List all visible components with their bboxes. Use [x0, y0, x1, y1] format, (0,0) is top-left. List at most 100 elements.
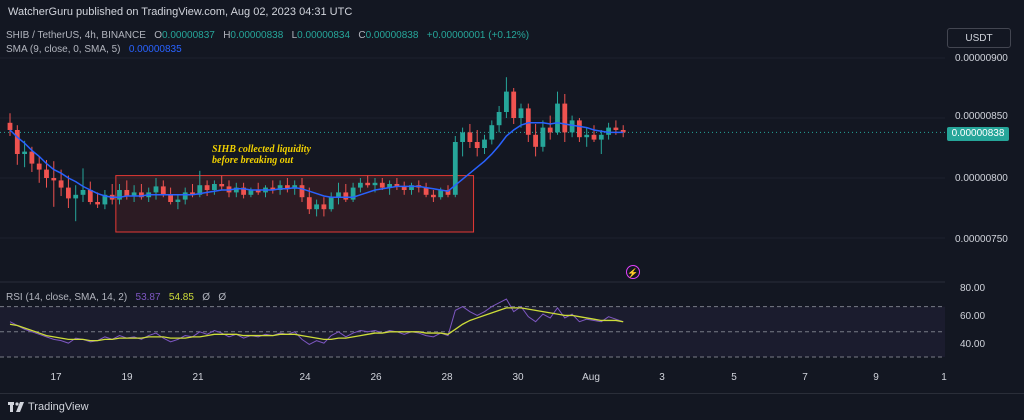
candle-body: [336, 192, 341, 198]
candle-body: [525, 108, 531, 135]
candle-body: [117, 190, 122, 200]
candle-body: [241, 187, 246, 195]
candle-body: [44, 169, 49, 178]
candle-body: [555, 103, 560, 133]
candle-body: [190, 192, 195, 195]
candle-body: [212, 184, 217, 190]
price-axis-label: 0.00000900: [955, 53, 1008, 64]
candle-body: [379, 182, 385, 188]
rsi-legend[interactable]: RSI (14, close, SMA, 14, 2) 53.87 54.85 …: [6, 291, 226, 305]
candle-body: [423, 187, 429, 195]
candle-body: [182, 192, 188, 200]
open-value: 0.00000837: [162, 30, 215, 41]
candle-body: [482, 139, 487, 148]
candle-body: [577, 120, 582, 138]
candle-body: [139, 192, 144, 198]
rsi-value: 53.87: [135, 292, 161, 303]
candle-body: [36, 163, 42, 170]
tradingview-logo-icon: [8, 402, 24, 412]
candle-body: [255, 190, 261, 193]
sma-legend[interactable]: SMA (9, close, 0, SMA, 5) 0.00000835: [6, 43, 182, 57]
candle-body: [343, 192, 349, 200]
candle-body: [285, 185, 290, 189]
sma-line: [9, 122, 624, 198]
change-value: +0.00000001 (+0.12%): [426, 30, 530, 41]
candle-body: [299, 185, 305, 198]
candle-body: [160, 186, 166, 195]
candle-body: [598, 134, 604, 140]
candle-body: [168, 194, 173, 202]
candle-body: [533, 134, 538, 147]
candle-body: [489, 125, 495, 140]
candle-body: [467, 132, 473, 142]
chart-canvas[interactable]: [0, 24, 945, 389]
time-axis-label: 3: [659, 372, 665, 383]
chart-annotation: SIHB collected liquidity before breaking…: [212, 144, 311, 166]
rsi-ma-line: [9, 307, 624, 342]
candle-body: [431, 194, 436, 198]
time-axis-label: 19: [121, 372, 133, 383]
high-label: H: [223, 30, 231, 41]
time-axis-label: 24: [299, 372, 311, 383]
candle-body: [7, 122, 13, 130]
footer-bar: TradingView: [0, 393, 1024, 420]
candle-body: [248, 190, 254, 195]
candle-body: [51, 178, 57, 181]
candle-body: [66, 187, 71, 199]
candle-body: [365, 182, 371, 186]
rsi-label: RSI (14, close, SMA, 14, 2): [6, 292, 128, 303]
candle-body: [58, 180, 64, 188]
rsi-axis-label: 80.00: [960, 283, 986, 294]
candle-body: [409, 185, 414, 190]
price-axis-label: 0.00000850: [955, 111, 1008, 122]
candle-body: [73, 194, 79, 199]
time-axis-label: 17: [50, 372, 62, 383]
candle-body: [219, 184, 225, 187]
sma-label: SMA (9, close, 0, SMA, 5): [6, 44, 121, 55]
candle-body: [102, 194, 108, 205]
candle-body: [584, 134, 590, 138]
rsi-ma-value: 54.85: [168, 292, 194, 303]
candle-body: [518, 108, 524, 118]
candle-body: [511, 91, 517, 118]
candle-body: [438, 190, 444, 198]
rsi-axis-label: 60.00: [960, 311, 986, 322]
rsi-axis-label: 40.00: [960, 339, 986, 350]
annotation-line-2: before breaking out: [212, 155, 294, 166]
candle-body: [452, 142, 458, 195]
candle-body: [328, 197, 334, 210]
candle-body: [197, 185, 203, 195]
published-title: WatcherGuru published on TradingView.com…: [8, 6, 353, 18]
candle-body: [372, 182, 378, 186]
candle-body: [95, 202, 100, 205]
time-axis-label: 9: [873, 372, 879, 383]
published-header: WatcherGuru published on TradingView.com…: [0, 0, 1024, 24]
candle-body: [569, 120, 575, 133]
high-value: 0.00000838: [230, 30, 284, 41]
candle-body: [394, 184, 400, 187]
candle-body: [314, 204, 319, 210]
sma-value: 0.00000835: [128, 44, 182, 55]
candle-body: [460, 132, 465, 142]
candle-body: [350, 187, 356, 200]
candle-body: [270, 187, 276, 190]
candle-body: [401, 186, 407, 190]
candle-body: [562, 103, 568, 133]
candle-body: [124, 190, 130, 196]
currency-button[interactable]: USDT: [947, 28, 1011, 48]
close-value: 0.00000838: [365, 30, 419, 41]
candle-body: [613, 127, 619, 130]
open-label: O: [154, 30, 162, 41]
time-axis-label: 30: [512, 372, 524, 383]
candle-body: [540, 127, 546, 147]
candle-body: [445, 190, 451, 195]
candle-body: [175, 199, 181, 202]
lightning-icon[interactable]: ⚡: [626, 265, 640, 279]
time-axis-label: Aug: [582, 372, 600, 383]
candle-body: [606, 127, 611, 135]
candle-body: [387, 184, 392, 188]
candle-body: [496, 112, 502, 126]
symbol-name[interactable]: SHIB / TetherUS, 4h, BINANCE: [6, 30, 146, 41]
candle-body: [277, 185, 283, 190]
candle-body: [87, 190, 93, 202]
